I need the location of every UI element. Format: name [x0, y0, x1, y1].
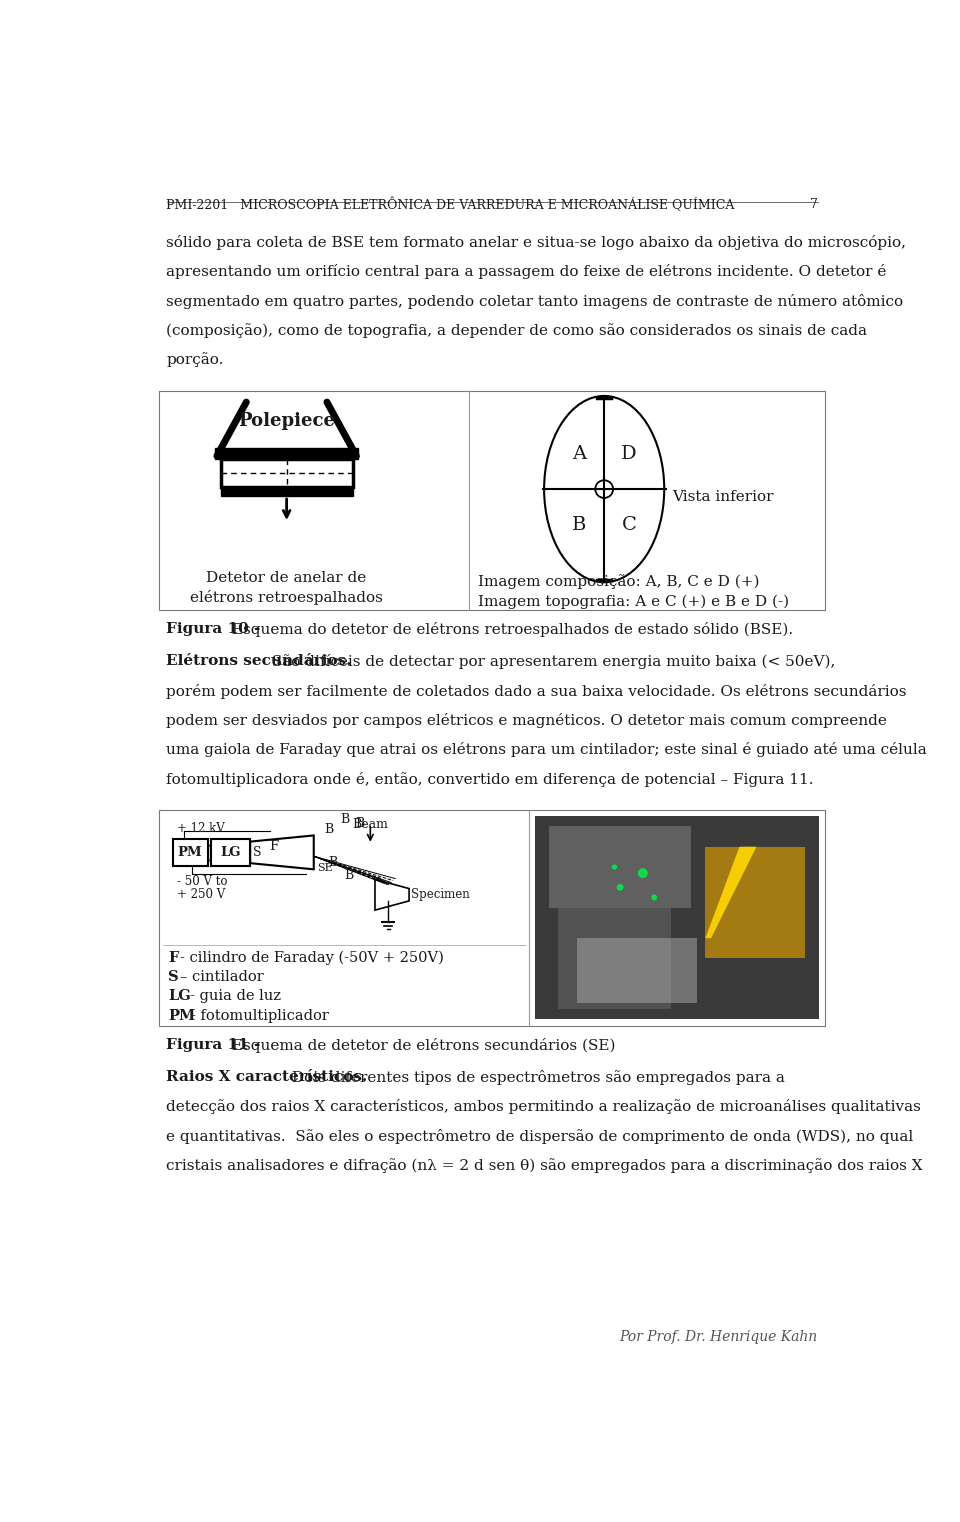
Text: e quantitativas.  São eles o espectrômetro de dispersão de comprimento de onda (: e quantitativas. São eles o espectrômetr…: [166, 1129, 914, 1143]
Text: - cilindro de Faraday (-50V + 250V): - cilindro de Faraday (-50V + 250V): [180, 951, 444, 965]
Text: Dois diferentes tipos de espectrômetros são empregados para a: Dois diferentes tipos de espectrômetros …: [287, 1070, 784, 1085]
Polygon shape: [375, 880, 409, 910]
Circle shape: [595, 481, 613, 498]
Text: Imagem composição: A, B, C e D (+): Imagem composição: A, B, C e D (+): [478, 575, 759, 589]
Text: Por Prof. Dr. Henrique Kahn: Por Prof. Dr. Henrique Kahn: [619, 1330, 818, 1344]
Text: PM: PM: [168, 1009, 195, 1023]
Text: B: B: [340, 813, 349, 826]
Bar: [558, 907, 671, 1009]
Text: Polepiece: Polepiece: [238, 412, 335, 431]
Text: LG: LG: [221, 846, 241, 858]
Circle shape: [612, 864, 616, 869]
Text: detecção dos raios X característicos, ambos permitindo a realização de microanál: detecção dos raios X característicos, am…: [166, 1099, 922, 1114]
Bar: [578, 938, 697, 1003]
Text: S: S: [168, 970, 179, 985]
Text: B: B: [324, 823, 334, 836]
Text: Beam: Beam: [352, 817, 388, 831]
Text: Esquema de detetor de elétrons secundários (SE): Esquema de detetor de elétrons secundári…: [227, 1038, 615, 1053]
Text: B: B: [572, 516, 587, 534]
Bar: [535, 816, 819, 1020]
Text: Detetor de anelar de: Detetor de anelar de: [206, 571, 367, 586]
Polygon shape: [251, 836, 314, 869]
Polygon shape: [706, 846, 756, 938]
Text: Esquema do detetor de elétrons retroespalhados de estado sólido (BSE).: Esquema do detetor de elétrons retroespa…: [227, 622, 793, 638]
Circle shape: [638, 869, 647, 877]
Text: PM: PM: [178, 846, 203, 858]
Text: segmentado em quatro partes, podendo coletar tanto imagens de contraste de númer: segmentado em quatro partes, podendo col…: [166, 294, 903, 309]
Text: F: F: [269, 840, 278, 852]
Text: Specimen: Specimen: [412, 889, 470, 901]
Text: C: C: [621, 516, 636, 534]
Text: fotomultiplicadora onde é, então, convertido em diferença de potencial – Figura : fotomultiplicadora onde é, então, conver…: [166, 772, 814, 787]
Text: Elétrons secundários.: Elétrons secundários.: [166, 654, 352, 668]
Bar: [221, 460, 352, 487]
Bar: [221, 487, 352, 496]
Text: LG: LG: [168, 989, 191, 1003]
Text: A: A: [572, 444, 587, 463]
Text: SE: SE: [318, 863, 333, 872]
Text: Figura 11 -: Figura 11 -: [166, 1038, 266, 1052]
Text: PMI-2201   MICROSCOPIA ELETRÔNICA DE VARREDURA E MICROANÁLISE QUÍMICA: PMI-2201 MICROSCOPIA ELETRÔNICA DE VARRE…: [166, 198, 734, 213]
Bar: [549, 826, 691, 907]
Bar: [211, 839, 251, 866]
Text: + 250 V: + 250 V: [177, 887, 225, 901]
Text: (composição), como de topografia, a depender de como são considerados os sinais : (composição), como de topografia, a depe…: [166, 323, 868, 338]
Text: porém podem ser facilmente de coletados dado a sua baixa velocidade. Os elétrons: porém podem ser facilmente de coletados …: [166, 683, 907, 699]
Text: São difíceis de detectar por apresentarem energia muito baixa (< 50eV),: São difíceis de detectar por apresentare…: [267, 654, 835, 670]
Text: 7: 7: [809, 198, 818, 212]
Text: + 12 kV: + 12 kV: [177, 822, 225, 834]
Text: cristais analisadores e difração (nλ = 2 d sen θ) são empregados para a discrimi: cristais analisadores e difração (nλ = 2…: [166, 1158, 924, 1173]
Text: – cintilador: – cintilador: [180, 970, 263, 985]
Text: podem ser desviados por campos elétricos e magnéticos. O detetor mais comum comp: podem ser desviados por campos elétricos…: [166, 712, 887, 728]
Circle shape: [617, 884, 623, 890]
Text: Imagem topografia: A e C (+) e B e D (-): Imagem topografia: A e C (+) e B e D (-): [478, 595, 789, 609]
Text: S: S: [252, 846, 261, 858]
Ellipse shape: [544, 396, 664, 583]
Text: sólido para coleta de BSE tem formato anelar e situa-se logo abaixo da objetiva : sólido para coleta de BSE tem formato an…: [166, 234, 906, 250]
Text: Vista inferior: Vista inferior: [672, 490, 774, 504]
Text: apresentando um orifício central para a passagem do feixe de elétrons incidente.: apresentando um orifício central para a …: [166, 265, 887, 279]
Text: B: B: [328, 855, 338, 869]
Circle shape: [652, 895, 657, 900]
Text: - 50 V to: - 50 V to: [177, 875, 228, 889]
Text: elétrons retroespalhados: elétrons retroespalhados: [190, 591, 383, 604]
Text: D: D: [621, 444, 636, 463]
Bar: [706, 846, 804, 959]
Text: B: B: [344, 869, 353, 881]
Text: uma gaiola de Faraday que atrai os elétrons para um cintilador; este sinal é gui: uma gaiola de Faraday que atrai os elétr…: [166, 743, 927, 758]
Bar: [158, 810, 826, 1026]
Text: - guia de luz: - guia de luz: [190, 989, 280, 1003]
Bar: [207, 845, 211, 860]
Text: Figura 10 -: Figura 10 -: [166, 622, 261, 636]
Bar: [158, 391, 826, 610]
Text: Raios X característicos.: Raios X característicos.: [166, 1070, 368, 1084]
Text: F: F: [168, 951, 179, 965]
Bar: [173, 839, 207, 866]
Bar: [215, 449, 358, 460]
Text: - fotomultiplicador: - fotomultiplicador: [191, 1009, 329, 1023]
Text: B: B: [355, 817, 365, 831]
Text: porção.: porção.: [166, 352, 224, 367]
